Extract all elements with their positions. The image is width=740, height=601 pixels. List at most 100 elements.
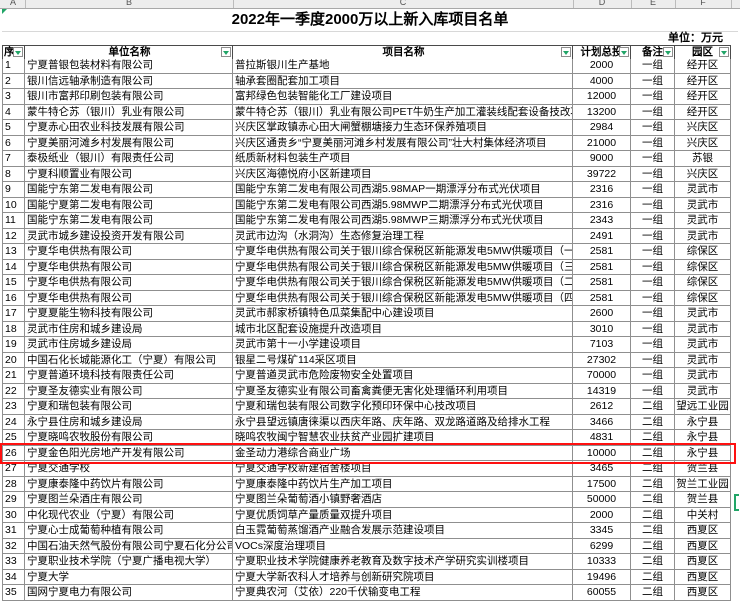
cell-remark[interactable]: 一组 bbox=[631, 120, 675, 135]
cell-seq[interactable]: 30 bbox=[2, 507, 25, 522]
cell-seq[interactable]: 29 bbox=[2, 492, 25, 507]
cell-project[interactable]: 宁夏华电供热有限公司关于银川综合保税区新能源发电5MW供暖项目（三期） bbox=[235, 259, 573, 274]
cell-project[interactable]: 纸质新材料包装生产项目 bbox=[233, 151, 573, 166]
cell-company[interactable]: 灵武市城乡建设投资开发有限公司 bbox=[25, 228, 233, 243]
cell-company[interactable]: 宁夏圣友德实业有限公司 bbox=[25, 383, 233, 398]
cell-seq[interactable]: 20 bbox=[2, 352, 25, 367]
cell-company[interactable]: 宁夏交通学校 bbox=[25, 461, 233, 476]
cell-park[interactable]: 综保区 bbox=[675, 244, 731, 259]
cell-project[interactable]: 金圣动力港综合商业广场 bbox=[233, 445, 573, 460]
cell-park[interactable]: 贺兰县 bbox=[675, 461, 731, 476]
cell-investment[interactable]: 17500 bbox=[573, 476, 631, 491]
cell-investment[interactable]: 2581 bbox=[573, 275, 631, 290]
cell-seq[interactable]: 27 bbox=[2, 461, 25, 476]
cell-park[interactable]: 西夏区 bbox=[675, 538, 731, 553]
cell-remark[interactable]: 一组 bbox=[631, 197, 675, 212]
cell-seq[interactable]: 25 bbox=[2, 430, 25, 445]
cell-company[interactable]: 宁夏心士成葡萄种植有限公司 bbox=[25, 523, 233, 538]
cell-remark[interactable]: 一组 bbox=[631, 213, 675, 228]
cell-project[interactable]: 国能宁东第二发电有限公司西湖5.98MAP一期漂浮分布式光伏项目 bbox=[233, 182, 573, 197]
cell-park[interactable]: 经开区 bbox=[675, 104, 731, 119]
cell-investment[interactable]: 2984 bbox=[573, 120, 631, 135]
cell-company[interactable]: 银川信远轴承制造有限公司 bbox=[25, 73, 233, 88]
cell-remark[interactable]: 一组 bbox=[631, 244, 675, 259]
cell-park[interactable]: 苏银 bbox=[675, 151, 731, 166]
cell-investment[interactable]: 2491 bbox=[573, 228, 631, 243]
cell-company[interactable]: 宁夏康泰隆中药饮片有限公司 bbox=[25, 476, 233, 491]
cell-company[interactable]: 宁夏普银包装材料有限公司 bbox=[25, 58, 233, 73]
cell-seq[interactable]: 26 bbox=[2, 445, 25, 460]
cell-remark[interactable]: 二组 bbox=[631, 507, 675, 522]
cell-park[interactable]: 永宁县 bbox=[675, 414, 731, 429]
cell-company[interactable]: 宁夏和瑞包装有限公司 bbox=[25, 399, 233, 414]
cell-company[interactable]: 国能宁东第二发电有限公司 bbox=[25, 213, 233, 228]
header-project[interactable]: 项目名称 bbox=[233, 46, 573, 59]
cell-park[interactable]: 望远工业园 bbox=[675, 399, 731, 414]
cell-project[interactable]: 宁夏优质饲草产量质量双提升项目 bbox=[233, 507, 573, 522]
cell-park[interactable]: 兴庆区 bbox=[675, 166, 731, 181]
cell-investment[interactable]: 39722 bbox=[573, 166, 631, 181]
cell-seq[interactable]: 23 bbox=[2, 399, 25, 414]
header-park[interactable]: 园区 bbox=[675, 46, 731, 59]
cell-project[interactable]: 晓鸣农牧闽宁智慧农业扶贫产业园扩建项目 bbox=[233, 430, 573, 445]
filter-dropdown-arrow-icon[interactable] bbox=[561, 47, 571, 57]
cell-remark[interactable]: 一组 bbox=[631, 306, 675, 321]
cell-remark[interactable]: 一组 bbox=[631, 290, 675, 305]
cell-company[interactable]: 灵武市住房和城乡建设局 bbox=[25, 321, 233, 336]
cell-park[interactable]: 综保区 bbox=[675, 290, 731, 305]
cell-project[interactable]: 富邦绿色包装智能化工厂建设项目 bbox=[233, 89, 573, 104]
cell-seq[interactable]: 2 bbox=[2, 73, 25, 88]
cell-project[interactable]: 轴承套圈配套加工项目 bbox=[233, 73, 573, 88]
cell-seq[interactable]: 28 bbox=[2, 476, 25, 491]
cell-project[interactable]: 白玉霓葡萄蒸馏酒产业融合发展示范建设项目 bbox=[233, 523, 573, 538]
cell-investment[interactable]: 10000 bbox=[573, 445, 631, 460]
cell-investment[interactable]: 60055 bbox=[573, 585, 631, 600]
unit-note-cell[interactable]: 单位：万元 bbox=[2, 31, 731, 45]
cell-seq[interactable]: 18 bbox=[2, 321, 25, 336]
cell-company[interactable]: 宁夏华电供热有限公司 bbox=[25, 259, 233, 274]
cell-project[interactable]: 兴庆区掌政镇赤心田大闸蟹棚塘接力生态环保养殖项目 bbox=[233, 120, 573, 135]
cell-investment[interactable]: 6299 bbox=[573, 538, 631, 553]
cell-company[interactable]: 中国石化长城能源化工（宁夏）有限公司 bbox=[25, 352, 233, 367]
cell-project[interactable]: VOCs深度治理项目 bbox=[233, 538, 573, 553]
cell-remark[interactable]: 一组 bbox=[631, 151, 675, 166]
cell-park[interactable]: 灵武市 bbox=[675, 197, 731, 212]
cell-remark[interactable]: 一组 bbox=[631, 321, 675, 336]
cell-remark[interactable]: 一组 bbox=[631, 228, 675, 243]
cell-park[interactable]: 综保区 bbox=[675, 259, 731, 274]
cell-park[interactable]: 中关村 bbox=[675, 507, 731, 522]
cell-investment[interactable]: 4831 bbox=[573, 430, 631, 445]
cell-seq[interactable]: 3 bbox=[2, 89, 25, 104]
cell-remark[interactable]: 一组 bbox=[631, 104, 675, 119]
cell-seq[interactable]: 10 bbox=[2, 197, 25, 212]
cell-investment[interactable]: 50000 bbox=[573, 492, 631, 507]
cell-company[interactable]: 国网宁夏电力有限公司 bbox=[25, 585, 233, 600]
cell-remark[interactable]: 二组 bbox=[631, 399, 675, 414]
cell-park[interactable]: 灵武市 bbox=[675, 383, 731, 398]
cell-park[interactable]: 灵武市 bbox=[675, 321, 731, 336]
cell-project[interactable]: 宁夏典农河（艾依）220千伏输变电工程 bbox=[233, 585, 573, 600]
cell-investment[interactable]: 2000 bbox=[573, 58, 631, 73]
cell-seq[interactable]: 4 bbox=[2, 104, 25, 119]
cell-project[interactable]: 银星二号煤矿114采区项目 bbox=[233, 352, 573, 367]
cell-seq[interactable]: 15 bbox=[2, 275, 25, 290]
cell-park[interactable]: 灵武市 bbox=[675, 228, 731, 243]
cell-remark[interactable]: 二组 bbox=[631, 414, 675, 429]
cell-company[interactable]: 宁夏晓鸣农牧股份有限公司 bbox=[25, 430, 233, 445]
cell-company[interactable]: 宁夏夏能生物科技有限公司 bbox=[25, 306, 233, 321]
filter-dropdown-arrow-icon[interactable] bbox=[719, 47, 729, 57]
cell-investment[interactable]: 12000 bbox=[573, 89, 631, 104]
cell-park[interactable]: 兴庆区 bbox=[675, 135, 731, 150]
cell-remark[interactable]: 一组 bbox=[631, 58, 675, 73]
cell-project[interactable]: 灵武市第十一小学建设项目 bbox=[233, 337, 573, 352]
cell-park[interactable]: 西夏区 bbox=[675, 523, 731, 538]
column-letters-strip[interactable]: A B C D E F bbox=[0, 0, 740, 9]
cell-investment[interactable]: 7103 bbox=[573, 337, 631, 352]
cell-remark[interactable]: 一组 bbox=[631, 368, 675, 383]
cell-project[interactable]: 城市北区配套设施提升改造项目 bbox=[233, 321, 573, 336]
cell-project[interactable]: 国能宁东第二发电有限公司西湖5.98MWP二期漂浮分布式光伏项目 bbox=[233, 197, 573, 212]
cell-park[interactable]: 灵武市 bbox=[675, 352, 731, 367]
cell-investment[interactable]: 4000 bbox=[573, 73, 631, 88]
cell-park[interactable]: 西夏区 bbox=[675, 554, 731, 569]
cell-investment[interactable]: 2600 bbox=[573, 306, 631, 321]
